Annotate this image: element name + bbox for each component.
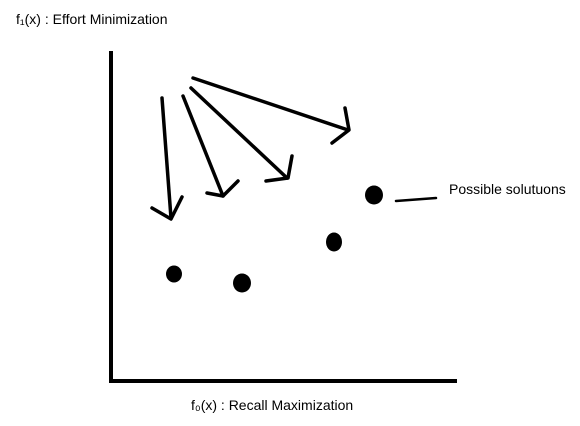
arrow-2 — [181, 94, 240, 198]
solution-point — [166, 265, 182, 283]
solution-point — [365, 185, 383, 205]
arrow-1 — [150, 96, 184, 221]
annotation-pointer — [394, 196, 438, 203]
arrow-4 — [191, 76, 351, 145]
annotation-label: Possible solutuons — [449, 181, 566, 197]
solution-point — [326, 232, 342, 252]
arrow-3 — [189, 86, 294, 183]
x-axis-label: f₀(x) : Recall Maximization — [191, 397, 353, 413]
y-axis-label: f₁(x) : Effort Minimization — [16, 11, 168, 27]
solution-point — [233, 273, 251, 293]
